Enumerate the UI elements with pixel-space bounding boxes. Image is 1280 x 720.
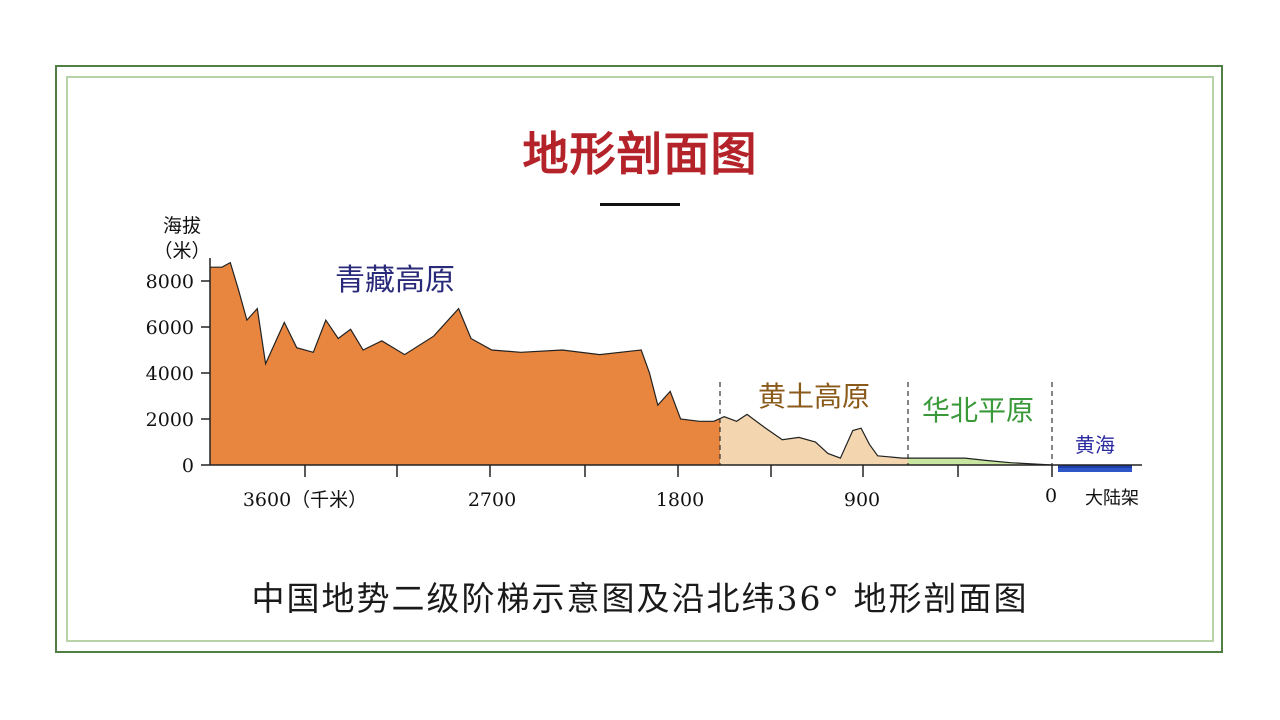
continental-shelf-bar: [1058, 465, 1132, 468]
yellow-sea-area: [1058, 465, 1132, 472]
y-tick-label: 2000: [146, 409, 194, 431]
x-tick-label: 900: [844, 489, 880, 511]
x-tick-label: 2700: [468, 489, 516, 511]
loess-plateau-area: [720, 414, 908, 465]
x-tick-marks: [304, 465, 1053, 477]
y-tick-label: 8000: [146, 271, 194, 293]
y-tick-label: 0: [182, 455, 194, 477]
y-tick-marks: [201, 280, 210, 466]
region-label-huangtu: 黄土高原: [758, 380, 870, 413]
x-tick-label: 大陆架: [1085, 488, 1139, 509]
x-tick-label: 0: [1045, 485, 1057, 507]
region-label-huanghai: 黄海: [1075, 433, 1115, 457]
slide-title: 地形剖面图: [522, 127, 758, 181]
y-axis-label-line2: （米）: [153, 240, 210, 262]
x-tick-label: 1800: [656, 489, 704, 511]
inner-frame: [66, 76, 1214, 642]
y-axis-label-line1: 海拔: [163, 215, 201, 237]
terrain-profile-line: [210, 261, 1053, 466]
y-tick-label: 6000: [146, 317, 194, 339]
qingzang-plateau-area: [210, 262, 720, 465]
region-label-qingzang: 青藏高原: [335, 263, 455, 298]
figure-caption: 中国地势二级阶梯示意图及沿北纬36° 地形剖面图: [251, 579, 1029, 618]
x-tick-label: 3600（千米）: [243, 489, 367, 511]
region-label-huabei: 华北平原: [922, 394, 1034, 427]
title-underline: [600, 203, 680, 206]
y-tick-label: 4000: [146, 363, 194, 385]
